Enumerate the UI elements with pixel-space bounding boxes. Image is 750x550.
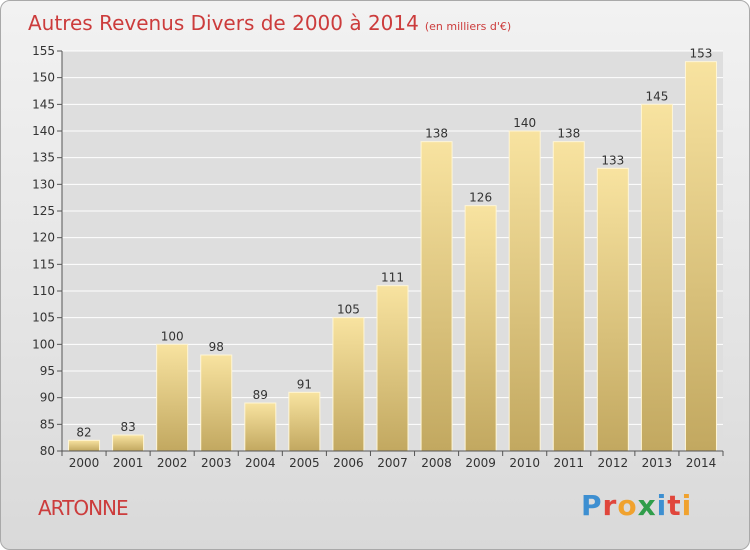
bar	[640, 103, 673, 452]
y-tick-label: 110	[32, 284, 55, 298]
y-tick-label: 85	[40, 417, 55, 431]
bar-value-label: 91	[297, 377, 312, 391]
logo-letter: i	[656, 489, 668, 522]
y-tick-label: 125	[32, 204, 55, 218]
bar-value-label: 153	[690, 47, 713, 61]
x-tick-label: 2001	[113, 456, 144, 470]
bar	[244, 402, 277, 452]
title-unit: (en milliers d'€)	[424, 20, 512, 33]
proxiti-logo: Proxiti	[581, 489, 692, 522]
bar-value-label: 89	[253, 388, 268, 402]
x-tick-label: 2003	[201, 456, 232, 470]
bar-value-label: 138	[557, 127, 580, 141]
y-tick-label: 140	[32, 124, 55, 138]
bar	[464, 205, 497, 452]
bar	[200, 354, 233, 452]
title-text: Autres Revenus Divers de 2000 à 2014	[28, 11, 419, 35]
bar	[332, 317, 365, 452]
x-tick-label: 2010	[509, 456, 540, 470]
x-tick-label: 2012	[598, 456, 629, 470]
y-tick-label: 100	[32, 337, 55, 351]
bar	[156, 343, 189, 452]
y-tick-label: 145	[32, 97, 55, 111]
bar	[376, 285, 409, 452]
logo-letter: P	[581, 489, 603, 522]
bar	[596, 167, 629, 452]
bar-value-label: 138	[425, 127, 448, 141]
chart-title: Autres Revenus Divers de 2000 à 2014 (en …	[28, 11, 511, 35]
x-tick-label: 2014	[686, 456, 717, 470]
bar-value-label: 82	[76, 425, 91, 439]
y-tick-label: 115	[32, 257, 55, 271]
logo-letter: o	[617, 489, 638, 522]
logo-letter: r	[602, 489, 618, 522]
x-tick-label: 2008	[421, 456, 452, 470]
bar	[68, 439, 101, 452]
y-tick-label: 95	[40, 364, 55, 378]
y-tick-label: 90	[40, 391, 55, 405]
bar	[684, 61, 717, 452]
town-name: ARTONNE	[38, 496, 129, 520]
logo-letter: x	[637, 489, 657, 522]
x-tick-label: 2011	[553, 456, 584, 470]
y-tick-label: 135	[32, 151, 55, 165]
bar-value-label: 126	[469, 191, 492, 205]
bar	[552, 141, 585, 452]
y-tick-label: 130	[32, 177, 55, 191]
bar-value-label: 100	[161, 329, 184, 343]
logo-letter: i	[681, 489, 693, 522]
bar-value-label: 133	[601, 153, 624, 167]
bar-value-label: 140	[513, 116, 536, 130]
bar-value-label: 83	[120, 420, 135, 434]
x-tick-label: 2013	[642, 456, 673, 470]
x-tick-label: 2004	[245, 456, 276, 470]
y-tick-label: 105	[32, 311, 55, 325]
y-tick-label: 80	[40, 444, 55, 458]
y-tick-label: 155	[32, 44, 55, 58]
bar	[288, 391, 321, 452]
bar	[508, 130, 541, 452]
bar-value-label: 145	[645, 89, 668, 103]
logo-letter: t	[667, 489, 682, 522]
bar	[420, 141, 453, 452]
x-tick-label: 2006	[333, 456, 364, 470]
x-tick-label: 2009	[465, 456, 496, 470]
x-tick-label: 2000	[69, 456, 100, 470]
bar-value-label: 105	[337, 303, 360, 317]
bar-value-label: 111	[381, 271, 404, 285]
bar	[112, 434, 145, 452]
x-tick-label: 2005	[289, 456, 320, 470]
x-tick-label: 2002	[157, 456, 188, 470]
y-tick-label: 120	[32, 231, 55, 245]
x-tick-label: 2007	[377, 456, 408, 470]
bar-value-label: 98	[209, 340, 224, 354]
y-tick-label: 150	[32, 71, 55, 85]
